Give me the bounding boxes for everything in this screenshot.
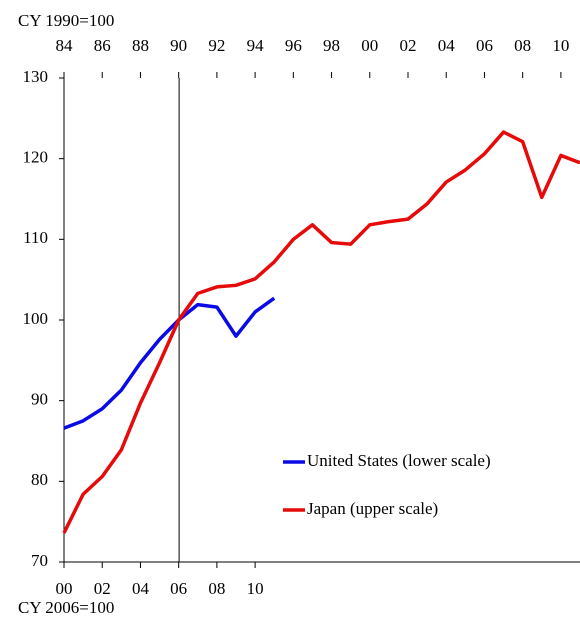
lower-tick-label: 02	[94, 579, 111, 598]
y-tick-label: 100	[23, 309, 49, 328]
upper-tick-label: 86	[94, 36, 111, 55]
lower-tick-label: 00	[56, 579, 73, 598]
upper-tick-label: 00	[361, 36, 378, 55]
upper-tick-label: 92	[208, 36, 225, 55]
legend-label: Japan (upper scale)	[307, 499, 438, 518]
y-tick-label: 90	[31, 390, 48, 409]
upper-tick-label: 04	[438, 36, 456, 55]
y-tick-label: 110	[23, 228, 48, 247]
y-tick-label: 120	[23, 148, 49, 167]
upper-tick-label: 88	[132, 36, 149, 55]
upper-tick-label: 94	[247, 36, 265, 55]
upper-tick-label: 84	[56, 36, 74, 55]
upper-tick-label: 02	[400, 36, 417, 55]
upper-axis-label: CY 1990=100	[18, 11, 114, 30]
lower-axis-label: CY 2006=100	[18, 598, 114, 617]
upper-tick-label: 08	[514, 36, 531, 55]
series-line	[63, 296, 276, 430]
upper-tick-label: 98	[323, 36, 340, 55]
lower-tick-label: 08	[208, 579, 225, 598]
lower-tick-label: 10	[247, 579, 264, 598]
upper-tick-label: 06	[476, 36, 493, 55]
upper-tick-label: 10	[552, 36, 569, 55]
y-tick-label: 80	[31, 470, 48, 489]
y-tick-label: 130	[23, 67, 49, 86]
series-line	[62, 130, 580, 534]
upper-tick-label: 96	[285, 36, 302, 55]
legend-label: United States (lower scale)	[307, 451, 491, 470]
upper-tick-label: 90	[170, 36, 187, 55]
lower-tick-label: 06	[170, 579, 187, 598]
lower-tick-label: 04	[132, 579, 150, 598]
y-tick-label: 70	[31, 551, 48, 570]
